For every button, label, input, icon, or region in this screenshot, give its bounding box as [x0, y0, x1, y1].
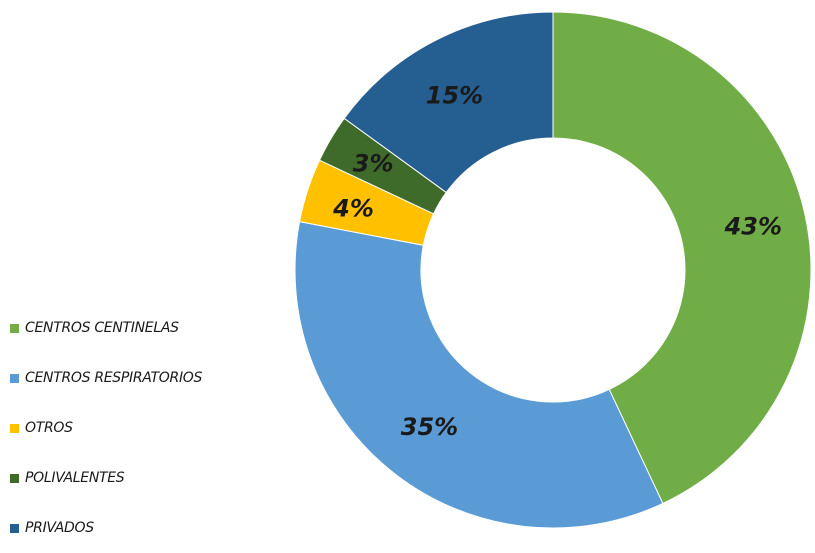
- donut-chart: 43% 35% 4% 3% 15%: [294, 11, 812, 529]
- legend-swatch: [10, 473, 19, 483]
- legend-label: CENTROS CENTINELAS: [25, 320, 179, 336]
- legend-item-privados: PRIVADOS: [10, 503, 202, 553]
- data-label-polivalentes: 3%: [353, 150, 394, 178]
- legend-item-otros: OTROS: [10, 403, 202, 453]
- legend-swatch: [10, 323, 19, 333]
- legend-swatch: [10, 423, 19, 433]
- legend-label: CENTROS RESPIRATORIOS: [25, 370, 203, 386]
- chart-legend: CENTROS CENTINELAS CENTROS RESPIRATORIOS O…: [10, 303, 202, 553]
- slice-centros-respiratorios: [294, 221, 664, 529]
- legend-swatch: [10, 523, 19, 533]
- legend-label: PRIVADOS: [25, 520, 94, 536]
- legend-swatch: [10, 373, 19, 383]
- data-label-otros: 4%: [332, 195, 374, 223]
- legend-label: OTROS: [25, 420, 73, 436]
- slice-centros-centinelas: [552, 11, 812, 505]
- legend-item-polivalentes: POLIVALENTES: [10, 453, 202, 503]
- slice-privados: [343, 11, 554, 194]
- data-label-centros-centinelas: 43%: [724, 212, 782, 240]
- data-label-privados: 15%: [426, 81, 483, 109]
- legend-item-centros-respiratorios: CENTROS RESPIRATORIOS: [10, 353, 202, 403]
- legend-label: POLIVALENTES: [25, 470, 125, 486]
- legend-item-centros-centinelas: CENTROS CENTINELAS: [10, 303, 202, 353]
- data-label-centros-respiratorios: 35%: [401, 413, 458, 441]
